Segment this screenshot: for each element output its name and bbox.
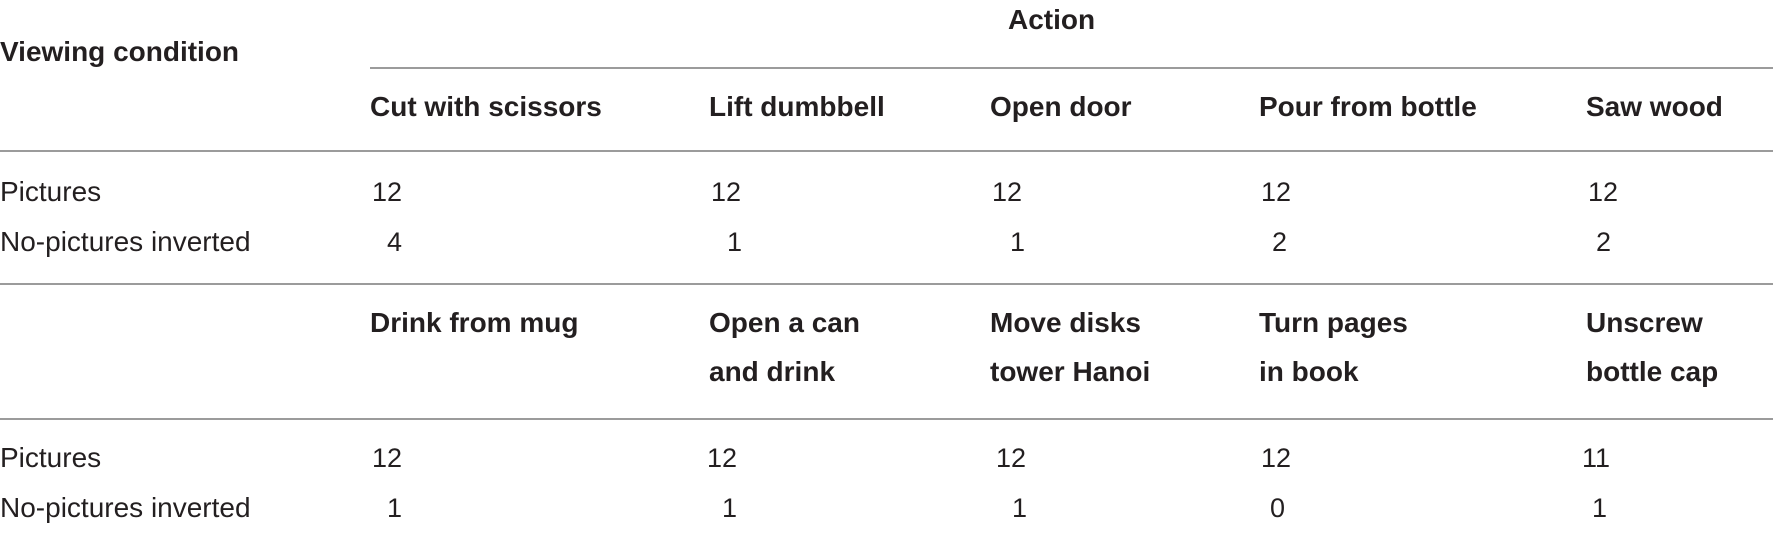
row-label-pictures: Pictures	[0, 442, 102, 473]
action-cut-with-scissors: Cut with scissors	[370, 91, 602, 122]
table-cell: 12	[996, 443, 1027, 473]
row-label-pictures: Pictures	[0, 176, 102, 207]
table-cell: 12	[707, 443, 738, 473]
table-cell: 12	[372, 443, 403, 473]
table-cell: 1	[387, 493, 403, 523]
table-cell: 1	[1012, 493, 1028, 523]
action-unscrew-line2: bottle cap	[1586, 356, 1719, 387]
block1-header-rule	[0, 150, 1773, 152]
action-lift-dumbbell: Lift dumbbell	[709, 91, 885, 122]
action-header-rule	[370, 67, 1773, 69]
table-cell: 12	[711, 177, 742, 207]
table-cell: 12	[1588, 177, 1619, 207]
table-cell: 2	[1272, 227, 1288, 257]
action-turn-pages-line1: Turn pages	[1259, 307, 1408, 338]
block2-header-rule	[0, 418, 1773, 420]
block-separator-rule	[0, 283, 1773, 285]
action-move-disks-line2: tower Hanoi	[990, 356, 1151, 387]
action-pour-from-bottle: Pour from bottle	[1259, 91, 1477, 122]
table-cell: 1	[1010, 227, 1026, 257]
table-cell: 12	[1261, 177, 1292, 207]
row-label-no-pictures-inverted: No-pictures inverted	[0, 226, 251, 257]
action-saw-wood: Saw wood	[1586, 91, 1723, 122]
action-turn-pages-line2: in book	[1259, 356, 1359, 387]
table-cell: 2	[1596, 227, 1612, 257]
table-cell: 12	[992, 177, 1023, 207]
table-cell: 1	[722, 493, 738, 523]
action-open-door: Open door	[990, 91, 1132, 122]
action-unscrew-line1: Unscrew	[1586, 307, 1703, 338]
table-cell: 12	[372, 177, 403, 207]
action-open-a-can-line1: Open a can	[709, 307, 860, 338]
action-open-a-can-line2: and drink	[709, 356, 836, 387]
table-cell: 11	[1582, 443, 1611, 473]
row-label-no-pictures-inverted: No-pictures inverted	[0, 492, 251, 523]
table-cell: 1	[1592, 493, 1608, 523]
table-cell: 0	[1270, 493, 1286, 523]
table-cell: 1	[727, 227, 743, 257]
action-move-disks-line1: Move disks	[990, 307, 1141, 338]
action-header: Action	[1008, 4, 1096, 35]
viewing-condition-header: Viewing condition	[0, 36, 240, 67]
table-cell: 4	[387, 227, 403, 257]
table-cell: 12	[1261, 443, 1292, 473]
action-drink-from-mug: Drink from mug	[370, 307, 579, 338]
